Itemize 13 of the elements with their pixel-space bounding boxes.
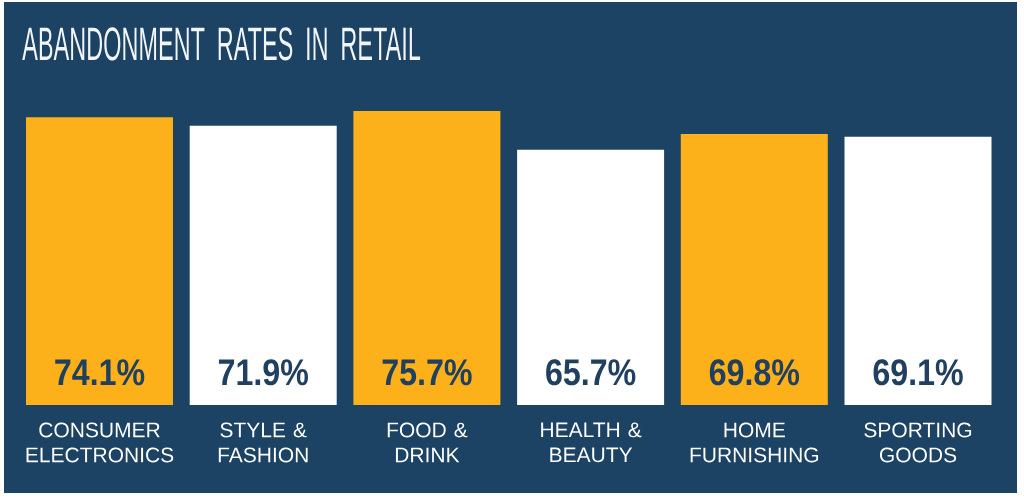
data-label: 69.8% bbox=[709, 359, 800, 386]
x-tick-label: HOME FURNISHING bbox=[690, 422, 819, 463]
chart-title: ABANDONMENT RATES IN RETAIL bbox=[22, 27, 421, 61]
data-label: 65.7% bbox=[546, 359, 636, 386]
data-label: 75.7% bbox=[382, 359, 472, 386]
data-label: 69.1% bbox=[873, 359, 963, 386]
data-label: 74.1% bbox=[55, 359, 145, 386]
x-tick-label: HEALTH & BEAUTY bbox=[541, 422, 642, 463]
x-tick-label: FOOD & DRINK bbox=[387, 422, 468, 463]
x-tick-label: CONSUMER ELECTRONICS bbox=[26, 422, 174, 463]
x-tick-label: SPORTING GOODS bbox=[864, 422, 972, 463]
data-label: 71.9% bbox=[218, 359, 308, 386]
x-tick-label: STYLE & FASHION bbox=[218, 422, 308, 463]
